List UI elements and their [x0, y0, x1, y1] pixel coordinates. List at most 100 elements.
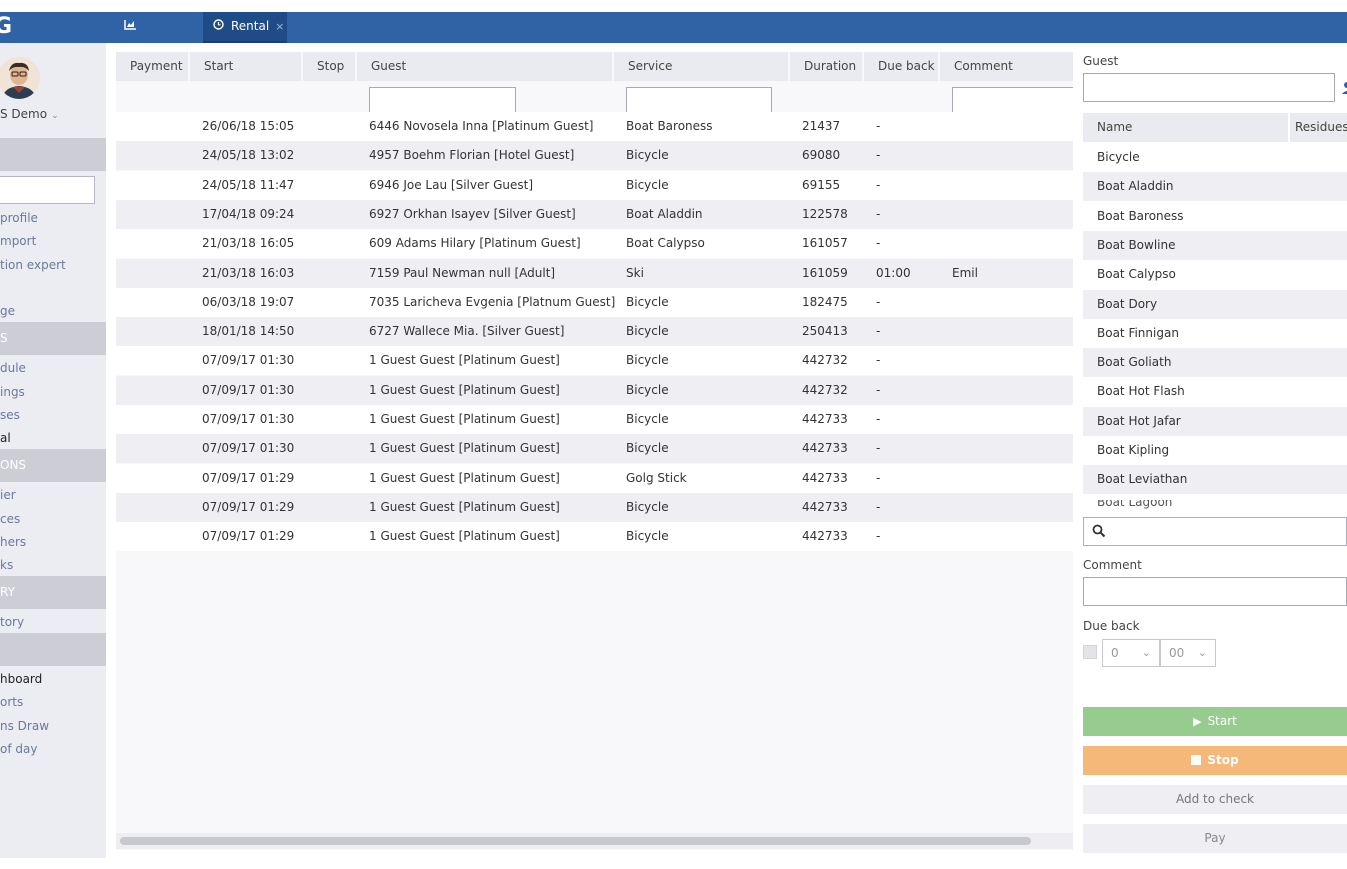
cell-service: Boat Calypso	[626, 236, 705, 251]
cell-start: 21/03/18 16:03	[202, 265, 295, 280]
sidebar-search-input[interactable]	[0, 176, 95, 204]
sidebar-item-expert[interactable]: tion expert	[0, 258, 66, 272]
service-list-item[interactable]: Bicycle	[1083, 143, 1347, 172]
chevron-down-icon: ⌄	[51, 111, 59, 121]
cell-duration: 182475	[802, 294, 848, 309]
stop-button[interactable]: Stop	[1083, 746, 1347, 775]
sidebar-section-ry: RY	[0, 576, 106, 609]
table-row[interactable]: 07/09/17 01:29 1 Guest Guest [Platinum Gu…	[116, 463, 1073, 493]
sidebar-item-end-of-day[interactable]: of day	[0, 742, 38, 756]
column-header-stop[interactable]: Stop	[303, 52, 357, 81]
services-column-name[interactable]: Name	[1083, 113, 1288, 142]
service-search-input[interactable]	[1083, 517, 1347, 546]
service-filter-input[interactable]	[626, 87, 772, 115]
comment-filter-input[interactable]	[952, 87, 1073, 115]
cell-due-back: -	[876, 382, 881, 397]
sidebar-item-invoices[interactable]: ces	[0, 512, 21, 526]
cell-duration: 442733	[802, 529, 848, 544]
start-button[interactable]: ▶ Start	[1083, 707, 1347, 736]
cell-service: Bicycle	[626, 441, 669, 456]
chevron-down-icon: ⌄	[1141, 646, 1151, 659]
guest-filter-input[interactable]	[369, 87, 516, 115]
service-list-item[interactable]: Boat Leviathan	[1083, 465, 1347, 495]
sidebar-item-ge[interactable]: ge	[0, 304, 15, 318]
sidebar-item-import[interactable]: mport	[0, 234, 37, 248]
sidebar-item-classes[interactable]: ses	[0, 408, 20, 422]
column-header-duration[interactable]: Duration	[790, 52, 864, 81]
sidebar-item-checks[interactable]: ks	[0, 558, 14, 572]
app-logo: G	[0, 14, 13, 39]
cell-duration: 442733	[802, 470, 848, 485]
table-row[interactable]: 07/09/17 01:30 1 Guest Guest [Platinum Gu…	[116, 346, 1073, 376]
horizontal-scrollbar[interactable]	[116, 833, 1073, 849]
column-header-due-back[interactable]: Due back	[864, 52, 940, 81]
comment-input[interactable]	[1083, 577, 1347, 606]
start-button-label: Start	[1207, 714, 1237, 728]
comment-label: Comment	[1083, 558, 1142, 572]
column-header-start[interactable]: Start	[190, 52, 303, 81]
cell-duration: 21437	[802, 119, 841, 133]
service-list-item[interactable]: Boat Dory	[1083, 289, 1347, 319]
cell-start: 18/01/18 14:50	[202, 324, 295, 339]
add-to-check-button[interactable]: Add to check	[1083, 785, 1347, 814]
table-row[interactable]: 24/05/18 11:47 6946 Joe Lau [Silver Guest…	[116, 170, 1073, 200]
sidebar-item-profile[interactable]: profile	[0, 211, 38, 225]
sidebar-item-schedule[interactable]: dule	[0, 361, 26, 375]
cell-guest: 1 Guest Guest [Platinum Guest]	[369, 353, 560, 368]
sidebar-item-cashier[interactable]: ier	[0, 488, 16, 502]
sidebar-item-dashboard[interactable]: hboard	[0, 672, 43, 686]
sidebar-item-reports[interactable]: orts	[0, 695, 24, 709]
cell-due-back: -	[876, 119, 881, 133]
tab-dashboard[interactable]: Dashboard	[115, 12, 203, 62]
service-list-item[interactable]: Boat Bowline	[1083, 230, 1347, 260]
table-row[interactable]: 21/03/18 16:05 609 Adams Hilary [Platinum…	[116, 229, 1073, 259]
play-icon: ▶	[1193, 715, 1202, 728]
tab-rental-label: Rental	[231, 19, 270, 33]
cell-duration: 442733	[802, 412, 848, 426]
due-back-minutes-select[interactable]: 00 ⌄	[1160, 639, 1216, 667]
table-row[interactable]: 18/01/18 14:50 6727 Wallece Mia. [Silver …	[116, 317, 1073, 347]
table-row[interactable]: 07/09/17 01:30 1 Guest Guest [Platinum Gu…	[116, 405, 1073, 434]
service-list-item[interactable]: Boat Kipling	[1083, 436, 1347, 465]
pay-button[interactable]: Pay	[1083, 824, 1347, 853]
due-back-checkbox[interactable]	[1083, 645, 1097, 659]
table-row[interactable]: 07/09/17 01:30 1 Guest Guest [Platinum Gu…	[116, 375, 1073, 405]
sidebar-section-ons: ONS	[0, 449, 106, 482]
column-header-payment[interactable]: Payment	[116, 52, 190, 81]
service-list-item[interactable]: Boat Goliath	[1083, 348, 1347, 378]
tab-rental[interactable]: Rental ×	[203, 12, 287, 43]
service-list-item[interactable]: Boat Hot Flash	[1083, 377, 1347, 407]
sidebar-item-vouchers[interactable]: hers	[0, 535, 27, 549]
column-header-guest[interactable]: Guest	[357, 52, 614, 81]
user-add-icon[interactable]	[1341, 80, 1347, 96]
guest-label: Guest	[1083, 54, 1119, 68]
services-column-residues[interactable]: Residues	[1290, 113, 1347, 142]
sidebar-item-rental[interactable]: al	[0, 431, 11, 445]
table-row[interactable]: 17/04/18 09:24 6927 Orkhan Isayev [Silver…	[116, 199, 1073, 229]
table-row[interactable]: 21/03/18 16:03 7159 Paul Newman null [Adu…	[116, 258, 1073, 288]
guest-input[interactable]	[1083, 73, 1335, 102]
service-list-item[interactable]: Boat Finnigan	[1083, 318, 1347, 348]
table-row[interactable]: 07/09/17 01:30 1 Guest Guest [Platinum Gu…	[116, 434, 1073, 464]
table-row[interactable]: 07/09/17 01:29 1 Guest Guest [Platinum Gu…	[116, 522, 1073, 552]
service-list-item[interactable]: Boat Calypso	[1083, 260, 1347, 290]
column-header-service[interactable]: Service	[614, 52, 790, 81]
close-icon[interactable]: ×	[275, 20, 285, 33]
services-overflow-row: Boat Lagoon	[1083, 500, 1347, 510]
table-row[interactable]: 06/03/18 19:07 7035 Laricheva Evgenia [Pl…	[116, 287, 1073, 317]
scrollbar-thumb[interactable]	[120, 837, 1031, 845]
sidebar-item-history[interactable]: tory	[0, 615, 25, 629]
user-menu[interactable]: S Demo ⌄	[0, 107, 59, 121]
table-row[interactable]: 07/09/17 01:29 1 Guest Guest [Platinum Gu…	[116, 492, 1073, 522]
cell-service: Bicycle	[626, 324, 669, 339]
sidebar-item-bookings[interactable]: ings	[0, 385, 25, 399]
service-list-item[interactable]: Boat Aladdin	[1083, 172, 1347, 202]
table-row[interactable]: 26/06/18 15:05 6446 Novosela Inna [Platin…	[116, 112, 1073, 141]
service-list-item[interactable]: Boat Hot Jafar	[1083, 406, 1347, 436]
avatar[interactable]	[0, 57, 40, 99]
column-header-comment[interactable]: Comment	[940, 52, 1073, 81]
due-back-hours-select[interactable]: 0 ⌄	[1102, 639, 1160, 667]
table-row[interactable]: 24/05/18 13:02 4957 Boehm Florian [Hotel …	[116, 141, 1073, 171]
sidebar-item-draw[interactable]: ns Draw	[0, 719, 50, 733]
service-list-item[interactable]: Boat Baroness	[1083, 201, 1347, 231]
